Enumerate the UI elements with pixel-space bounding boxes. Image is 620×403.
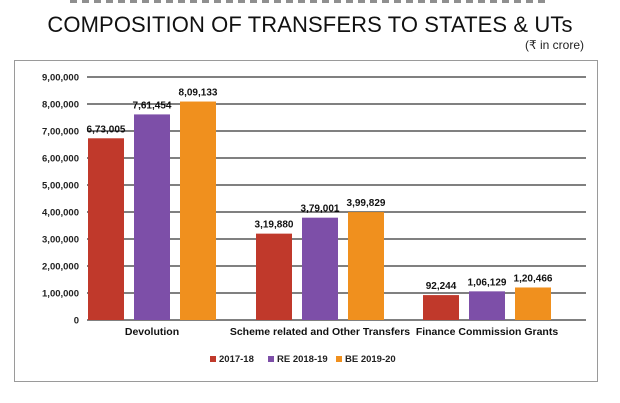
bar bbox=[256, 233, 292, 320]
data-label: 7,61,454 bbox=[133, 100, 172, 111]
legend-swatch bbox=[210, 356, 216, 362]
y-tick-label: 9,00,000 bbox=[42, 73, 79, 84]
data-label: 1,20,466 bbox=[514, 273, 553, 284]
category-label: Scheme related and Other Transfers bbox=[230, 326, 410, 338]
data-label: 3,79,001 bbox=[301, 204, 340, 215]
bar bbox=[469, 291, 505, 320]
data-label: 6,73,005 bbox=[87, 124, 126, 135]
legend-swatch bbox=[268, 356, 274, 362]
bar bbox=[302, 217, 338, 320]
chart-title: COMPOSITION OF TRANSFERS TO STATES & UTs bbox=[47, 12, 573, 37]
y-tick-label: 3,00,000 bbox=[42, 235, 79, 246]
bar bbox=[180, 101, 216, 320]
legend-label: RE 2018-19 bbox=[277, 354, 328, 365]
data-label: 92,244 bbox=[426, 281, 457, 292]
y-tick-label: 8,00,000 bbox=[42, 100, 79, 111]
data-label: 1,06,129 bbox=[468, 277, 507, 288]
data-label: 3,99,829 bbox=[347, 198, 386, 209]
y-tick-label: 1,00,000 bbox=[42, 289, 79, 300]
bar bbox=[134, 114, 170, 321]
bar bbox=[423, 295, 459, 320]
y-tick-label: 6,00,000 bbox=[42, 154, 79, 165]
category-label: Devolution bbox=[125, 326, 179, 338]
legend-swatch bbox=[336, 356, 342, 362]
top-strip-decoration bbox=[70, 0, 550, 3]
data-label: 8,09,133 bbox=[179, 88, 218, 99]
bar bbox=[348, 212, 384, 320]
legend-label: BE 2019-20 bbox=[345, 354, 396, 365]
y-tick-label: 4,00,000 bbox=[42, 208, 79, 219]
category-label: Finance Commission Grants bbox=[416, 326, 559, 338]
y-tick-label: 7,00,000 bbox=[42, 127, 79, 138]
y-tick-label: 5,00,000 bbox=[42, 181, 79, 192]
y-tick-label: 2,00,000 bbox=[42, 262, 79, 273]
chart-frame bbox=[14, 60, 598, 382]
bar bbox=[88, 138, 124, 320]
y-tick-label: 0 bbox=[74, 316, 79, 327]
bar bbox=[515, 287, 551, 320]
unit-label: (₹ in crore) bbox=[525, 38, 584, 52]
data-label: 3,19,880 bbox=[255, 220, 294, 231]
legend-label: 2017-18 bbox=[219, 354, 254, 365]
